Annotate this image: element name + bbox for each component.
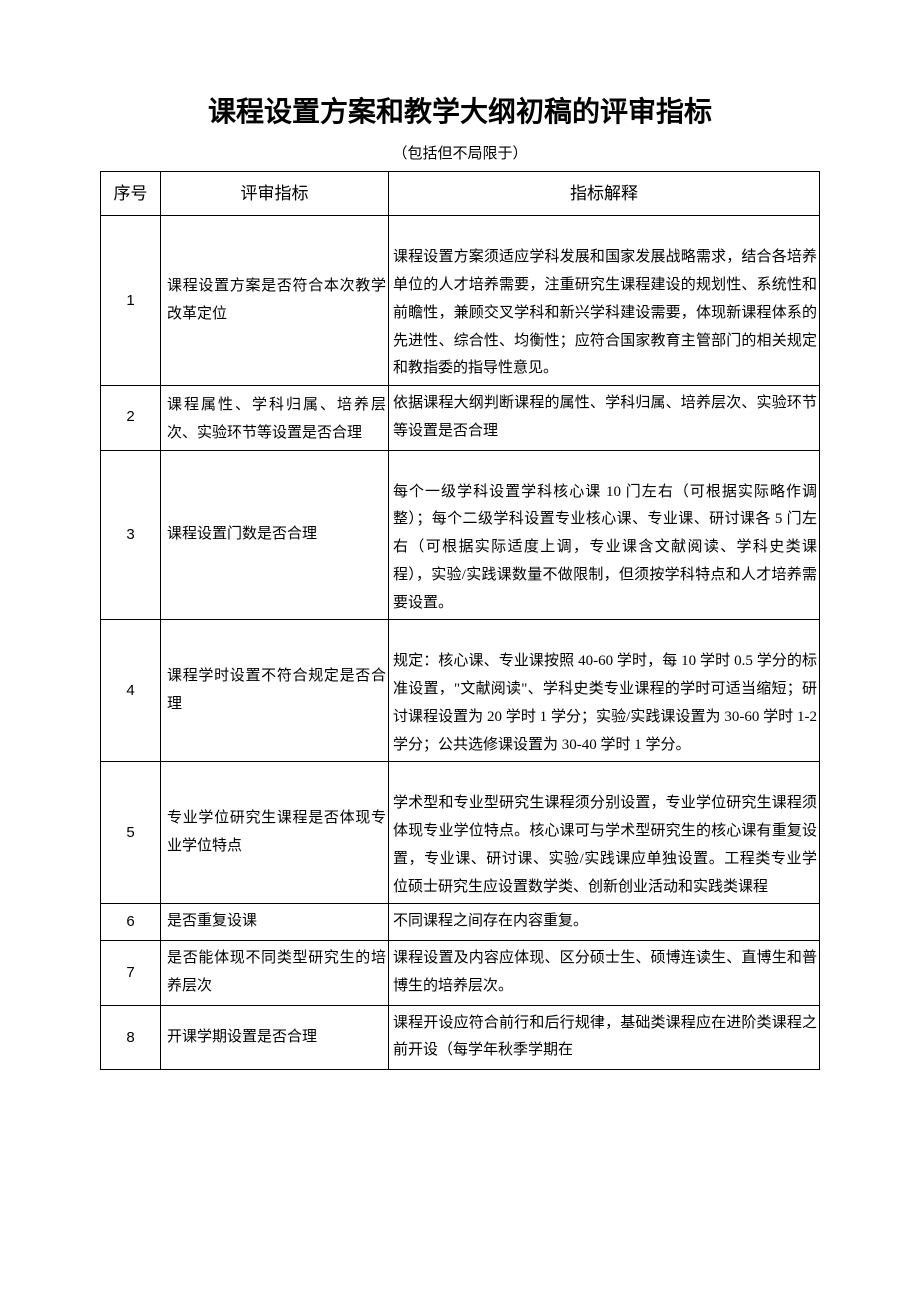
cell-explain: 学术型和专业型研究生课程须分别设置，专业学位研究生课程须体现专业学位特点。核心课…	[389, 762, 820, 904]
cell-seq: 2	[101, 386, 161, 451]
cell-explain: 每个一级学科设置学科核心课 10 门左右（可根据实际略作调整）；每个二级学科设置…	[389, 450, 820, 620]
table-row: 5 专业学位研究生课程是否体现专业学位特点 学术型和专业型研究生课程须分别设置，…	[101, 762, 820, 904]
cell-seq: 1	[101, 216, 161, 386]
table-row: 6 是否重复设课 不同课程之间存在内容重复。	[101, 904, 820, 941]
criteria-table: 序号 评审指标 指标解释 1 课程设置方案是否符合本次教学改革定位 课程设置方案…	[100, 171, 820, 1070]
table-row: 8 开课学期设置是否合理 课程开设应符合前行和后行规律，基础类课程应在进阶类课程…	[101, 1005, 820, 1070]
cell-explain: 不同课程之间存在内容重复。	[389, 904, 820, 941]
header-seq: 序号	[101, 172, 161, 216]
cell-explain: 课程设置及内容应体现、区分硕士生、硕博连读生、直博生和普博生的培养层次。	[389, 941, 820, 1006]
cell-explain: 课程设置方案须适应学科发展和国家发展战略需求，结合各培养单位的人才培养需要，注重…	[389, 216, 820, 386]
cell-seq: 8	[101, 1005, 161, 1070]
cell-seq: 7	[101, 941, 161, 1006]
table-row: 3 课程设置门数是否合理 每个一级学科设置学科核心课 10 门左右（可根据实际略…	[101, 450, 820, 620]
cell-indicator: 是否能体现不同类型研究生的培养层次	[161, 941, 389, 1006]
table-row: 4 课程学时设置不符合规定是否合理 规定：核心课、专业课按照 40-60 学时，…	[101, 620, 820, 762]
table-row: 2 课程属性、学科归属、培养层次、实验环节等设置是否合理 依据课程大纲判断课程的…	[101, 386, 820, 451]
cell-seq: 5	[101, 762, 161, 904]
cell-indicator: 课程属性、学科归属、培养层次、实验环节等设置是否合理	[161, 386, 389, 451]
header-explain: 指标解释	[389, 172, 820, 216]
cell-explain: 规定：核心课、专业课按照 40-60 学时，每 10 学时 0.5 学分的标准设…	[389, 620, 820, 762]
cell-indicator: 课程学时设置不符合规定是否合理	[161, 620, 389, 762]
cell-indicator: 专业学位研究生课程是否体现专业学位特点	[161, 762, 389, 904]
document-title: 课程设置方案和教学大纲初稿的评审指标	[100, 90, 820, 130]
cell-explain: 课程开设应符合前行和后行规律，基础类课程应在进阶类课程之前开设（每学年秋季学期在	[389, 1005, 820, 1070]
table-row: 1 课程设置方案是否符合本次教学改革定位 课程设置方案须适应学科发展和国家发展战…	[101, 216, 820, 386]
table-header-row: 序号 评审指标 指标解释	[101, 172, 820, 216]
cell-seq: 3	[101, 450, 161, 620]
cell-explain: 依据课程大纲判断课程的属性、学科归属、培养层次、实验环节等设置是否合理	[389, 386, 820, 451]
cell-seq: 4	[101, 620, 161, 762]
cell-indicator: 课程设置门数是否合理	[161, 450, 389, 620]
cell-indicator: 课程设置方案是否符合本次教学改革定位	[161, 216, 389, 386]
document-subtitle: （包括但不局限于）	[100, 142, 820, 163]
table-row: 7 是否能体现不同类型研究生的培养层次 课程设置及内容应体现、区分硕士生、硕博连…	[101, 941, 820, 1006]
cell-indicator: 开课学期设置是否合理	[161, 1005, 389, 1070]
cell-indicator: 是否重复设课	[161, 904, 389, 941]
header-indicator: 评审指标	[161, 172, 389, 216]
cell-seq: 6	[101, 904, 161, 941]
